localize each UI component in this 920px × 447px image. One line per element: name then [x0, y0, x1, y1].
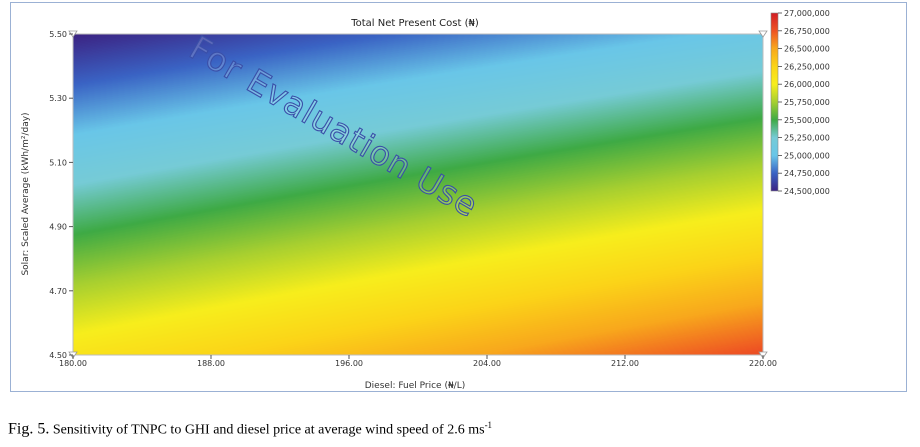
colorbar-tick-label: 25,000,000	[784, 151, 830, 160]
colorbar-tick-label: 26,750,000	[784, 27, 830, 36]
y-tick-label: 4.70	[49, 287, 67, 296]
y-axis-title: Solar: Scaled Average (kWh/m²/day)	[21, 112, 31, 275]
y-tick-label: 4.50	[49, 351, 67, 360]
colorbar-tick-label: 27,000,000	[784, 9, 830, 18]
caption-label: Fig. 5.	[8, 420, 50, 438]
x-tick-label: 188.00	[197, 359, 225, 368]
heatmap-surface	[73, 34, 763, 355]
x-tick-label: 220.00	[749, 359, 777, 368]
x-axis-title: Diesel: Fuel Price (₦/L)	[365, 381, 466, 391]
y-tick-label: 4.90	[49, 223, 67, 232]
caption-superscript: -1	[484, 420, 493, 430]
colorbar-tick-label: 25,750,000	[784, 98, 830, 107]
x-tick-label: 196.00	[335, 359, 363, 368]
plot-border	[72, 33, 764, 356]
y-tick-label: 5.30	[49, 94, 67, 103]
colorbar-tick-label: 26,500,000	[784, 45, 830, 54]
x-tick-label: 212.00	[611, 359, 639, 368]
chart-frame: Total Net Present Cost (₦) 5.50 5.30 5.10 4…	[10, 2, 907, 392]
colorbar-tick-label: 25,500,000	[784, 116, 830, 125]
colorbar-tick-label: 24,750,000	[784, 169, 830, 178]
y-tick-label: 5.50	[49, 30, 67, 39]
colorbar-tick-label: 25,250,000	[784, 134, 830, 143]
figure-caption: Fig. 5. Sensitivity of TNPC to GHI and d…	[8, 420, 492, 439]
caption-text: Sensitivity of TNPC to GHI and diesel pr…	[52, 422, 485, 438]
chart-svg: Total Net Present Cost (₦) 5.50 5.30 5.10 4…	[21, 9, 830, 391]
colorbar: 27,000,000 26,750,000 26,500,000 26,250,000…	[770, 9, 830, 196]
colorbar-tick-label: 26,250,000	[784, 62, 830, 71]
corner-marker	[758, 30, 768, 38]
chart-title: Total Net Present Cost (₦)	[350, 18, 479, 29]
x-tick-label: 204.00	[473, 359, 501, 368]
colorbar-tick-label: 24,500,000	[784, 187, 830, 196]
x-tick-label: 180.00	[59, 359, 87, 368]
y-tick-label: 5.10	[49, 158, 67, 167]
colorbar-gradient	[770, 12, 779, 192]
colorbar-tick-label: 26,000,000	[784, 80, 830, 89]
